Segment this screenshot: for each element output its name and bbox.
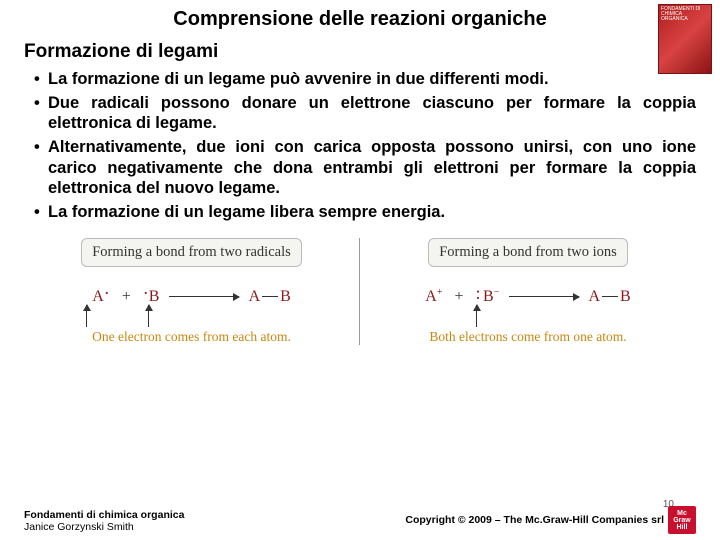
plus-sign: + <box>122 288 131 305</box>
diagram-right-caption: Both electrons come from one atom. <box>368 329 688 345</box>
pointer-arrow <box>476 305 477 327</box>
bullet-item: La formazione di un legame può avvenire … <box>34 69 696 90</box>
species-b: B <box>149 288 160 305</box>
species-b: B <box>280 288 291 305</box>
pointer-arrow <box>148 305 149 327</box>
diagram-left: Forming a bond from two radicals A· + ·B… <box>24 238 360 345</box>
radical-dot: · <box>143 283 149 303</box>
slide-title: Comprensione delle reazioni organiche <box>24 8 696 31</box>
species-a: A <box>249 288 261 305</box>
species-a: A <box>92 288 104 305</box>
reaction-arrow <box>509 296 579 297</box>
logo-text: Graw <box>673 517 691 524</box>
bond-line <box>262 296 278 297</box>
species-a: A <box>588 288 600 305</box>
charge-minus: − <box>494 287 500 298</box>
logo-text: Mc <box>677 510 687 517</box>
slide-subtitle: Formazione di legami <box>24 41 696 63</box>
bullet-item: Alternativamente, due ioni con carica op… <box>34 137 696 199</box>
book-cover-text: FONDAMENTI DI CHIMICA ORGANICA <box>659 5 711 24</box>
species-b: B <box>620 288 631 305</box>
diagram-row: Forming a bond from two radicals A· + ·B… <box>24 238 696 345</box>
footer-book: Fondamenti di chimica organica <box>24 509 184 522</box>
bond-line <box>602 296 618 297</box>
footer-left: Fondamenti di chimica organica Janice Go… <box>24 509 184 534</box>
footer-copyright: Copyright © 2009 – The Mc.Graw-Hill Comp… <box>405 514 664 526</box>
book-cover-thumb: FONDAMENTI DI CHIMICA ORGANICA <box>658 4 712 74</box>
footer-right: Copyright © 2009 – The Mc.Graw-Hill Comp… <box>405 506 696 534</box>
species-a: A <box>425 288 437 305</box>
logo-text: Hill <box>677 524 688 531</box>
reaction-right: A+ + : B− AB <box>368 285 688 321</box>
species-b: B <box>483 288 494 305</box>
radical-dot: · <box>104 283 110 303</box>
charge-plus: + <box>437 287 443 298</box>
bullet-item: La formazione di un legame libera sempre… <box>34 202 696 223</box>
plus-sign: + <box>454 288 463 305</box>
diagram-left-caption: One electron comes from each atom. <box>32 329 351 345</box>
pointer-arrow <box>86 305 87 327</box>
diagram-left-title: Forming a bond from two radicals <box>81 238 302 267</box>
diagram-right-title: Forming a bond from two ions <box>428 238 628 267</box>
reaction-left: A· + ·B AB <box>32 285 351 321</box>
lone-pair: : <box>476 283 480 303</box>
bullet-list: La formazione di un legame può avvenire … <box>24 69 696 222</box>
publisher-logo: Mc Graw Hill <box>668 506 696 534</box>
bullet-item: Due radicali possono donare un elettrone… <box>34 93 696 134</box>
slide: FONDAMENTI DI CHIMICA ORGANICA Comprensi… <box>0 0 720 540</box>
reaction-arrow <box>169 296 239 297</box>
footer-author: Janice Gorzynski Smith <box>24 521 184 534</box>
diagram-right: Forming a bond from two ions A+ + : B− A… <box>360 238 696 345</box>
footer: Fondamenti di chimica organica Janice Go… <box>24 506 696 534</box>
